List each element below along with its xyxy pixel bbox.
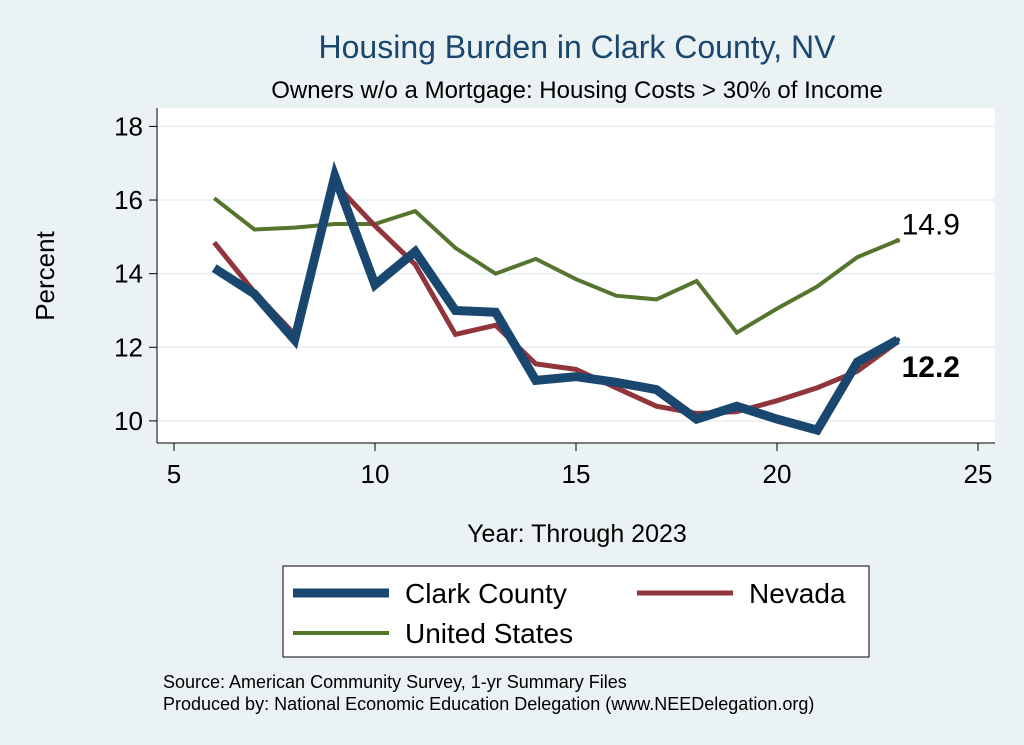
y-tick-label-16: 16	[114, 185, 143, 215]
x-axis-label: Year: Through 2023	[467, 520, 687, 548]
x-tick-label-5: 5	[167, 459, 181, 489]
series-line-united-states	[212, 196, 899, 336]
legend-label-nevada: Nevada	[749, 578, 846, 609]
x-tick-label-10: 10	[361, 459, 390, 489]
y-tick-label-14: 14	[114, 259, 143, 289]
chart-subtitle: Owners w/o a Mortgage: Housing Costs > 3…	[271, 77, 883, 104]
series-line-clark-county	[211, 160, 900, 436]
source-note: Source: American Community Survey, 1-yr …	[163, 672, 627, 692]
end-labels: 14.9 12.2	[895, 209, 960, 384]
end-label-clark-county: 12.2	[902, 351, 960, 384]
chart-title: Housing Burden in Clark County, NV	[319, 29, 837, 65]
y-axis-label: Percent	[30, 230, 60, 320]
x-tick-label-25: 25	[964, 459, 993, 489]
end-marker-united-states	[895, 238, 901, 244]
legend: Clark County Nevada United States	[282, 565, 870, 658]
legend-box	[282, 565, 870, 658]
producer-note: Produced by: National Economic Education…	[163, 694, 814, 714]
x-tick-label-20: 20	[763, 459, 792, 489]
y-tick-label-18: 18	[114, 111, 143, 141]
plot-area	[157, 108, 995, 443]
legend-label-clark-county: Clark County	[405, 578, 567, 609]
y-tick-label-10: 10	[114, 406, 143, 436]
axes: 10 12 14 16 18 5 10 15 20 25	[114, 108, 995, 489]
series-lines	[211, 160, 900, 436]
end-label-united-states: 14.9	[902, 209, 960, 242]
end-marker-clark-county	[895, 337, 901, 343]
x-tick-label-15: 15	[562, 459, 591, 489]
legend-label-united-states: United States	[405, 618, 573, 649]
y-tick-label-12: 12	[114, 332, 143, 362]
